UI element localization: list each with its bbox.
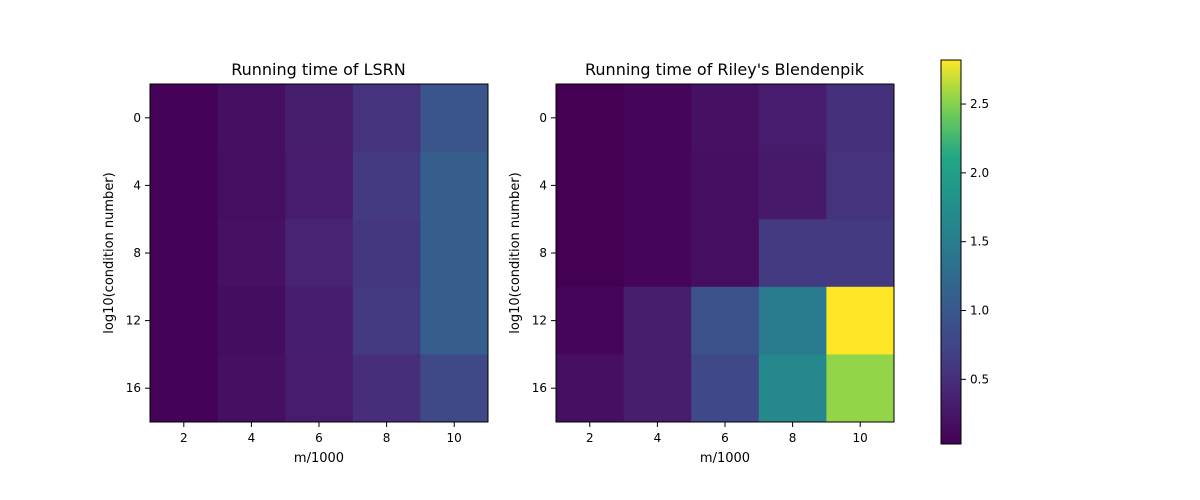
- heatmap-cell: [352, 354, 421, 423]
- y-tick-label: 16: [126, 381, 141, 395]
- colorbar-tick-label: 0.5: [970, 372, 989, 386]
- lsrn-x-ticks: 2 4 6 8 10: [180, 422, 462, 445]
- lsrn-y-ticks: 0 4 8 12 16: [126, 111, 150, 395]
- lsrn-x-axis-label: m/1000: [294, 451, 344, 466]
- heatmap-cell: [623, 84, 692, 153]
- heatmap-cell: [556, 354, 625, 423]
- y-tick-label: 4: [539, 178, 547, 192]
- x-tick-label: 2: [586, 431, 594, 445]
- blendenpik-y-axis-label: log10(condition number): [508, 172, 523, 333]
- x-tick-label: 4: [654, 431, 662, 445]
- x-tick-label: 8: [789, 431, 797, 445]
- heatmap-cell: [352, 286, 421, 355]
- heatmap-cell: [150, 354, 219, 423]
- lsrn-cells: [150, 84, 489, 423]
- heatmap-cell: [285, 84, 354, 153]
- x-tick-label: 10: [853, 431, 868, 445]
- heatmap-cell: [691, 354, 760, 423]
- x-tick-label: 10: [447, 431, 462, 445]
- y-tick-label: 12: [532, 314, 547, 328]
- y-tick-label: 8: [133, 246, 141, 260]
- heatmap-cell: [420, 151, 489, 220]
- heatmap-cell: [352, 219, 421, 288]
- blendenpik-cells: [556, 84, 895, 423]
- heatmap-cell: [352, 84, 421, 153]
- heatmap-cell: [285, 286, 354, 355]
- heatmap-cell: [758, 151, 827, 220]
- heatmap-cell: [826, 219, 895, 288]
- heatmap-cell: [150, 219, 219, 288]
- y-tick-label: 12: [126, 314, 141, 328]
- heatmap-cell: [217, 354, 286, 423]
- x-tick-label: 6: [721, 431, 729, 445]
- heatmap-cell: [285, 151, 354, 220]
- x-tick-label: 6: [315, 431, 323, 445]
- heatmap-cell: [826, 286, 895, 355]
- blendenpik-heatmap-panel: Running time of Riley's Blendenpik 2 4 6 8 1…: [508, 60, 895, 466]
- heatmap-cell: [285, 354, 354, 423]
- heatmap-cell: [420, 354, 489, 423]
- heatmap-cell: [556, 219, 625, 288]
- heatmap-cell: [826, 151, 895, 220]
- y-tick-label: 0: [539, 111, 547, 125]
- lsrn-title: Running time of LSRN: [231, 60, 406, 79]
- heatmap-cell: [826, 84, 895, 153]
- x-tick-label: 4: [248, 431, 256, 445]
- blendenpik-x-ticks: 2 4 6 8 10: [586, 422, 868, 445]
- heatmap-cell: [217, 151, 286, 220]
- heatmap-cell: [285, 219, 354, 288]
- heatmap-cell: [623, 354, 692, 423]
- lsrn-heatmap-panel: Running time of LSRN 2 4 6 8 10 0 4 8 12 16 m/10…: [102, 60, 489, 466]
- colorbar-gradient: [940, 59, 962, 445]
- heatmap-cell: [691, 151, 760, 220]
- heatmap-cell: [623, 151, 692, 220]
- heatmap-cell: [420, 84, 489, 153]
- heatmap-cell: [150, 151, 219, 220]
- lsrn-y-axis-label: log10(condition number): [102, 172, 117, 333]
- x-tick-label: 2: [180, 431, 188, 445]
- blendenpik-x-axis-label: m/1000: [700, 451, 750, 466]
- heatmap-cell: [758, 286, 827, 355]
- colorbar: 0.5 1.0 1.5 2.0 2.5: [940, 59, 989, 445]
- heatmap-cell: [623, 219, 692, 288]
- heatmap-cell: [217, 84, 286, 153]
- heatmap-cell: [826, 354, 895, 423]
- heatmap-cell: [623, 286, 692, 355]
- colorbar-tick-label: 1.5: [970, 235, 989, 249]
- heatmap-cell: [691, 286, 760, 355]
- y-tick-label: 0: [133, 111, 141, 125]
- heatmap-cell: [691, 219, 760, 288]
- heatmap-cell: [150, 84, 219, 153]
- colorbar-tick-label: 1.0: [970, 303, 989, 317]
- heatmap-cell: [556, 286, 625, 355]
- colorbar-tick-label: 2.0: [970, 166, 989, 180]
- y-tick-label: 4: [133, 178, 141, 192]
- heatmap-cell: [691, 84, 760, 153]
- heatmap-cell: [217, 219, 286, 288]
- blendenpik-y-ticks: 0 4 8 12 16: [532, 111, 556, 395]
- heatmap-cell: [556, 84, 625, 153]
- heatmap-cell: [420, 286, 489, 355]
- heatmap-cell: [758, 219, 827, 288]
- blendenpik-title: Running time of Riley's Blendenpik: [585, 60, 865, 79]
- colorbar-tick-label: 2.5: [970, 97, 989, 111]
- heatmap-cell: [420, 219, 489, 288]
- colorbar-ticks: 0.5 1.0 1.5 2.0 2.5: [961, 97, 989, 386]
- heatmap-cell: [556, 151, 625, 220]
- x-tick-label: 8: [383, 431, 391, 445]
- heatmap-cell: [758, 354, 827, 423]
- heatmap-cell: [150, 286, 219, 355]
- y-tick-label: 16: [532, 381, 547, 395]
- heatmap-cell: [217, 286, 286, 355]
- y-tick-label: 8: [539, 246, 547, 260]
- heatmap-cell: [352, 151, 421, 220]
- heatmap-cell: [758, 84, 827, 153]
